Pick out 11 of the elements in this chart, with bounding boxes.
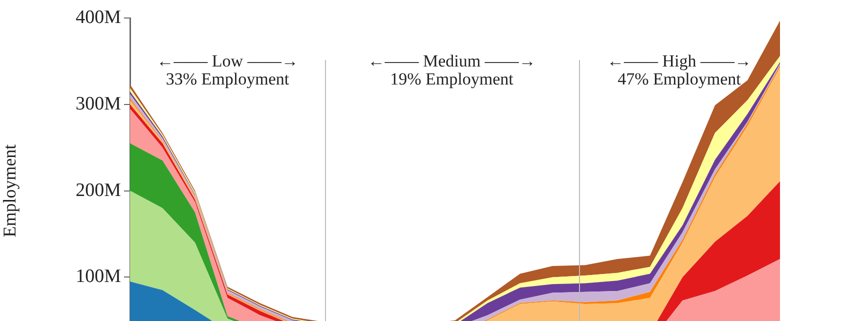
annotation: ←—— Low ——→: [156, 51, 298, 70]
annotation: 19% Employment: [390, 69, 514, 88]
y-tick-label: 200M: [76, 180, 122, 201]
y-tick-label: 300M: [76, 93, 122, 114]
annotation: 47% Employment: [618, 69, 742, 88]
annotation: ←—— High ——→: [607, 51, 752, 70]
annotation: ←—— Medium ——→: [368, 51, 536, 70]
y-tick-label: 400M: [76, 6, 122, 28]
annotation: 33% Employment: [166, 69, 290, 88]
y-axis-title: Employment: [0, 144, 20, 238]
y-tick-label: 100M: [76, 266, 122, 288]
